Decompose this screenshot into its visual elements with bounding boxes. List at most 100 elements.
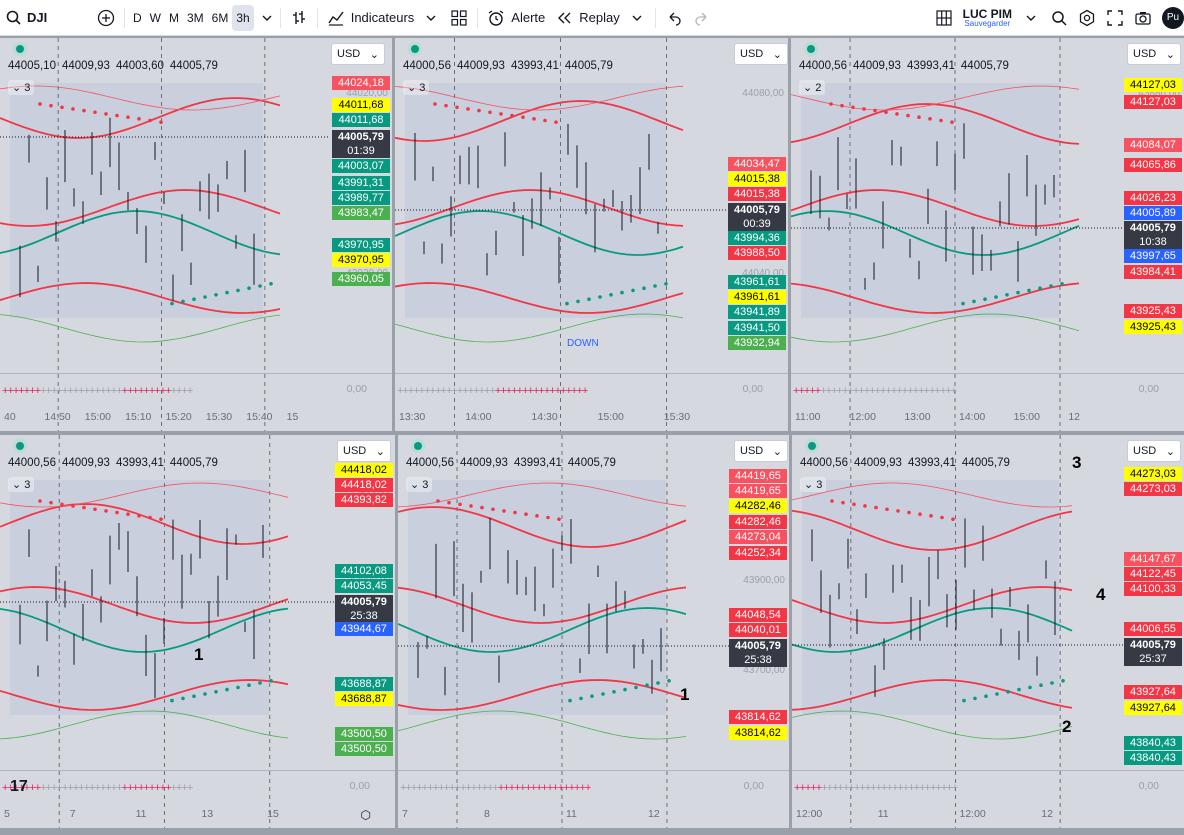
currency-select[interactable]: USD ⌄ <box>1127 43 1181 65</box>
sub-indicator-dot: + <box>912 385 920 397</box>
price-label: 44127,03 <box>1124 95 1182 109</box>
price-label-value: 43994,36 <box>734 232 780 244</box>
price-label: 43500,50 <box>335 742 393 756</box>
sar-dot <box>49 500 53 505</box>
indicator-count-toggle[interactable]: ⌄ 3 <box>800 477 827 492</box>
sub-indicator-dot: + <box>78 385 85 397</box>
sar-dot <box>664 282 668 286</box>
chart-panel-1[interactable]: 44005,10 44009,93 44003,60 44005,79 ⌄ 3 USD ⌄ 4… <box>0 38 392 431</box>
sub-indicator-dot: + <box>470 782 478 794</box>
price-label: 44418,02 <box>335 478 393 492</box>
price-label-value: 44015,38 <box>734 188 780 200</box>
sub-indicator-dot: + <box>825 385 833 397</box>
symbol-search[interactable]: DJI <box>0 4 90 32</box>
replay-button[interactable]: Replay <box>550 4 650 32</box>
timeframe-m[interactable]: M <box>169 10 179 25</box>
price-label: 44102,08 <box>335 564 393 578</box>
price-plot[interactable] <box>0 38 392 431</box>
currency-select[interactable]: USD ⌄ <box>337 440 391 462</box>
sub-indicator-dot: + <box>121 385 129 397</box>
indicator-count-toggle[interactable]: ⌄ 3 <box>8 80 35 95</box>
sub-indicator-dot: + <box>880 385 887 397</box>
chart-panel-3[interactable]: 44000,56 44009,93 43993,41 44005,79 ⌄ 2 USD ⌄ 4… <box>791 38 1184 431</box>
sar-dot <box>609 293 613 297</box>
chart-panel-4[interactable]: 44000,56 44009,93 43993,41 44005,79 ⌄ 3 USD ⌄ 4… <box>0 435 395 828</box>
chart-panel-5[interactable]: 44000,56 44009,93 43993,41 44005,79 ⌄ 3 USD ⌄ 4… <box>398 435 789 828</box>
quick-search-button[interactable] <box>1045 4 1073 32</box>
sub-indicator-dot: + <box>568 782 576 794</box>
layout-name-button[interactable]: LUC PIM Sauvegarder <box>958 4 1017 32</box>
sar-dot <box>192 694 196 698</box>
sub-indicator-dot: + <box>56 782 63 794</box>
bar-style-button[interactable] <box>285 4 313 32</box>
sub-indicator-dot: + <box>421 782 429 794</box>
sub-indicator-dot: + <box>465 782 472 794</box>
sub-indicator-dot: + <box>110 385 118 397</box>
alert-button[interactable]: Alerte <box>482 4 550 32</box>
currency-select[interactable]: USD ⌄ <box>734 43 788 65</box>
sub-indicator-dot: + <box>820 385 827 397</box>
indicator-count-toggle[interactable]: ⌄ 2 <box>799 80 826 95</box>
timeframe-d[interactable]: D <box>133 10 142 25</box>
ohlc-value-h: 44009,93 <box>456 60 505 72</box>
redo-button[interactable] <box>688 4 716 32</box>
time-axis-tick: 8 <box>484 808 490 820</box>
currency-select[interactable]: USD ⌄ <box>1127 440 1181 462</box>
undo-button[interactable] <box>660 4 688 32</box>
price-plot[interactable] <box>792 435 1184 828</box>
templates-button[interactable] <box>445 4 473 32</box>
sub-indicator-dot: + <box>511 385 518 397</box>
ohlc-value-c: 44005,79 <box>169 60 218 72</box>
panel-settings-icon[interactable]: ⬡ <box>360 808 371 822</box>
settings-button[interactable] <box>1073 4 1101 32</box>
sub-indicator-dot: + <box>538 385 545 397</box>
publish-button[interactable]: Pu <box>1157 4 1184 32</box>
session-highlight <box>10 83 263 318</box>
layout-menu[interactable] <box>1017 4 1045 32</box>
chart-panel-6[interactable]: 44000,56 44009,93 43993,41 44005,79 ⌄ 3 USD ⌄ 4… <box>792 435 1184 828</box>
price-label: 44418,02 <box>335 463 393 477</box>
sub-indicator-dot: + <box>18 385 25 397</box>
currency-label: USD <box>740 48 764 60</box>
currency-select[interactable]: USD ⌄ <box>331 43 385 65</box>
price-label: 43970,95 <box>332 253 390 267</box>
market-status-dot <box>808 442 816 450</box>
middle-band-line <box>792 586 1073 624</box>
sub-indicator-row: +++++++++++++++++++++++++++++++++++ <box>2 385 193 397</box>
indicator-count-toggle[interactable]: ⌄ 3 <box>406 477 433 492</box>
fullscreen-button[interactable] <box>1101 4 1129 32</box>
sub-indicator-dot: + <box>451 385 458 397</box>
price-plot[interactable] <box>791 38 1184 431</box>
chevron-down-icon[interactable] <box>258 9 276 27</box>
indicator-count-toggle[interactable]: ⌄ 3 <box>403 80 430 95</box>
price-plot[interactable] <box>0 435 395 828</box>
sub-indicator-dot: + <box>950 385 958 397</box>
timeframe-3h[interactable]: 3h <box>232 4 254 31</box>
price-label: 44015,38 <box>728 172 786 186</box>
sar-dot <box>917 115 921 119</box>
sar-dot <box>225 687 229 692</box>
timeframe-w[interactable]: W <box>149 10 161 25</box>
layout-select-button[interactable] <box>930 4 958 32</box>
price-label-value: 44282,46 <box>735 500 781 512</box>
chevron-down-icon: ⌄ <box>772 445 782 458</box>
chart-panel-2[interactable]: 44000,56 44009,93 43993,41 44005,79 ⌄ 3 USD ⌄ 4… <box>395 38 788 431</box>
sub-indicator-dot: + <box>45 782 53 794</box>
price-label-value: 44053,45 <box>341 580 387 592</box>
indicator-count-toggle[interactable]: ⌄ 3 <box>8 477 35 492</box>
price-plot[interactable] <box>395 38 788 431</box>
chevron-down-icon: ⌄ <box>375 445 385 458</box>
sub-indicator-dot: + <box>793 385 800 397</box>
indicators-button[interactable]: Indicateurs <box>322 4 446 32</box>
compare-symbol-button[interactable] <box>92 4 120 32</box>
timeframe-3m[interactable]: 3M <box>187 10 204 25</box>
price-label: 44084,07 <box>1124 138 1182 152</box>
price-label-value: 44006,55 <box>1130 623 1176 635</box>
sar-dot <box>170 301 174 306</box>
sar-dot <box>951 517 955 521</box>
price-plot[interactable] <box>398 435 789 828</box>
snapshot-button[interactable] <box>1129 4 1157 32</box>
currency-select[interactable]: USD ⌄ <box>734 440 788 462</box>
timeframe-6m[interactable]: 6M <box>211 10 229 25</box>
